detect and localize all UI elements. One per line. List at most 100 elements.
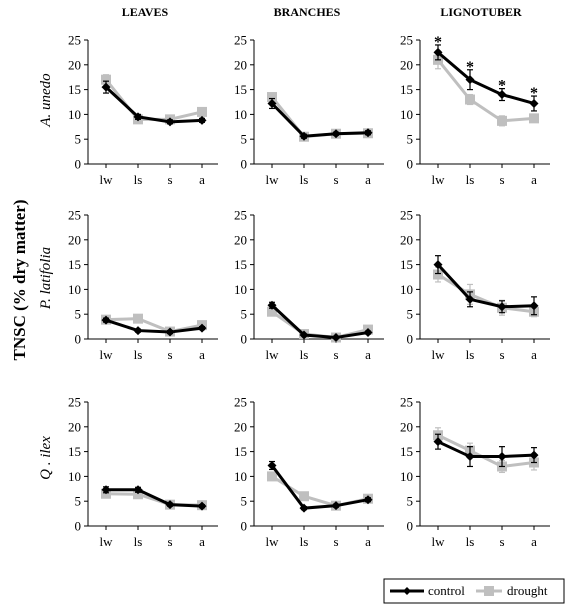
panel-q-ilex-lignotuber-y-tick-label: 0: [407, 519, 414, 534]
panel-q-ilex-lignotuber-x-tick-label: lw: [432, 534, 446, 549]
panel-p-latifolia-lignotuber-drought-point: [433, 269, 443, 280]
panel-q-ilex-lignotuber-x-tick-label: s: [499, 534, 504, 549]
panel-p-latifolia-lignotuber-x-tick-label: ls: [466, 347, 475, 362]
legend-drought-marker: [484, 586, 494, 596]
panel-a-unedo-branches-control-line: [270, 102, 369, 138]
panel-p-latifolia-lignotuber-x-tick-label: a: [531, 347, 537, 362]
panel-a-unedo-leaves-y-tick-label: 0: [75, 157, 82, 172]
panel-p-latifolia-lignotuber-control-point: [433, 260, 443, 270]
panel-p-latifolia-leaves-control-point: [165, 327, 175, 337]
panel-q-ilex-branches-control-line: [270, 464, 369, 510]
panel-a-unedo-lignotuber-drought-line: [436, 58, 535, 123]
panel-a-unedo-lignotuber-drought-point: [529, 113, 539, 124]
panel-p-latifolia-leaves: 0 5 10 15 20 25 lw ls s a: [68, 208, 218, 362]
panel-a-unedo-lignotuber-significance-marker: *: [530, 85, 538, 102]
panel-a-unedo-lignotuber-y-tick-label: 10: [400, 107, 413, 122]
row-title-q-ilex: Q . ilex: [38, 436, 54, 480]
panel-q-ilex-leaves-drought-line: [105, 492, 203, 507]
panel-a-unedo-branches-y-tick-label: 0: [241, 157, 248, 172]
panel-a-unedo-lignotuber-control-point: [529, 98, 539, 108]
panel-p-latifolia-branches-x-tick-label: ls: [300, 347, 309, 362]
panel-q-ilex-branches-x-tick-label: lw: [266, 534, 280, 549]
panel-q-ilex-leaves: 0 5 10 15 20 25 lw ls s a: [68, 395, 218, 549]
panel-a-unedo-branches: 0 5 10 15 20 25 lw ls s a: [234, 33, 384, 187]
panel-p-latifolia-leaves-control-line: [105, 318, 203, 334]
panel-a-unedo-leaves: 0 5 10 15 20 25 lw ls s a: [68, 33, 218, 187]
panel-a-unedo-lignotuber-drought-point: [497, 115, 507, 126]
panel-q-ilex-leaves-y-tick-label: 25: [68, 395, 81, 410]
panel-a-unedo-branches-x-tick-label: a: [365, 172, 371, 187]
panel-a-unedo-lignotuber-significance-marker: *: [434, 34, 442, 51]
panel-p-latifolia-leaves-drought-line: [105, 317, 203, 334]
panel-a-unedo-leaves-y-tick-label: 5: [75, 132, 82, 147]
panel-a-unedo-lignotuber-control-point: [433, 47, 443, 57]
column-title-lignotuber: LIGNOTUBER: [440, 5, 522, 19]
panel-q-ilex-lignotuber-control-point: [433, 437, 443, 447]
panel-q-ilex-branches-drought-point: [299, 491, 309, 502]
panel-a-unedo-branches-control-point: [267, 98, 277, 108]
panel-q-ilex-lignotuber-control-point: [529, 450, 539, 460]
panel-q-ilex-branches-control-point: [299, 503, 309, 513]
panel-p-latifolia-leaves-x-tick-label: s: [167, 347, 172, 362]
panel-q-ilex-lignotuber-y-tick-label: 20: [400, 419, 413, 434]
legend-control-marker: [403, 587, 411, 595]
panel-q-ilex-leaves-control-point: [165, 500, 175, 510]
panel-a-unedo-lignotuber-y-tick-label: 0: [407, 157, 414, 172]
panels: 0 5 10 15 20 25 lw ls s a 0 5 10 15 20 25 lw ls s a 0 5 10 15 20…: [68, 33, 550, 549]
panel-q-ilex-lignotuber-control-point: [497, 452, 507, 462]
column-title-leaves: LEAVES: [122, 5, 169, 19]
panel-p-latifolia-lignotuber-y-tick-label: 15: [400, 257, 413, 272]
panel-a-unedo-branches-control-point: [299, 131, 309, 141]
panel-q-ilex-branches-y-tick-label: 20: [234, 419, 247, 434]
panel-q-ilex-lignotuber-y-tick-label: 15: [400, 444, 413, 459]
panel-a-unedo-lignotuber-y-tick-label: 5: [407, 132, 414, 147]
row-title-p-latifolia: P. latifolia: [38, 247, 54, 310]
panel-p-latifolia-branches-control-line: [270, 304, 369, 340]
panel-q-ilex-branches-y-tick-label: 0: [241, 519, 248, 534]
panel-q-ilex-branches-drought-point: [267, 471, 277, 482]
panel-q-ilex-leaves-x-tick-label: s: [167, 534, 172, 549]
panel-a-unedo-lignotuber-x-tick-label: a: [531, 172, 537, 187]
panel-p-latifolia-lignotuber-x-tick-label: lw: [432, 347, 446, 362]
panel-p-latifolia-branches-y-tick-label: 20: [234, 232, 247, 247]
panel-a-unedo-leaves-x-tick-label: s: [167, 172, 172, 187]
column-title-branches: BRANCHES: [274, 5, 341, 19]
panel-q-ilex-branches-y-tick-label: 15: [234, 444, 247, 459]
panel-q-ilex-lignotuber-x-tick-label: a: [531, 534, 537, 549]
panel-q-ilex-leaves-control-point: [101, 485, 111, 495]
panel-a-unedo-branches-y-tick-label: 5: [241, 132, 248, 147]
panel-q-ilex-branches-control-point: [363, 495, 373, 505]
panel-p-latifolia-leaves-x-tick-label: ls: [134, 347, 143, 362]
panel-a-unedo-lignotuber-y-tick-label: 20: [400, 57, 413, 72]
panel-p-latifolia-branches-drought-point: [267, 306, 277, 317]
panel-p-latifolia-leaves-control-point: [197, 323, 207, 333]
panel-a-unedo-lignotuber-significance-marker: *: [466, 59, 474, 76]
panel-p-latifolia-leaves-control-point: [101, 315, 111, 325]
panel-a-unedo-branches-y-tick-label: 20: [234, 57, 247, 72]
panel-a-unedo-branches-y-tick-label: 10: [234, 107, 247, 122]
panel-p-latifolia-branches-control-point: [267, 300, 277, 310]
panel-p-latifolia-branches: 0 5 10 15 20 25 lw ls s a: [234, 208, 384, 362]
panel-q-ilex-leaves-y-tick-label: 15: [68, 444, 81, 459]
panel-a-unedo-lignotuber-control-line: [437, 51, 535, 105]
panel-p-latifolia-leaves-y-tick-label: 0: [75, 332, 82, 347]
panel-a-unedo-leaves-control-point: [165, 117, 175, 127]
panel-p-latifolia-lignotuber-y-tick-label: 20: [400, 232, 413, 247]
panel-a-unedo-leaves-drought-point: [101, 74, 111, 85]
panel-p-latifolia-leaves-y-tick-label: 25: [68, 208, 81, 223]
panel-q-ilex-branches-x-tick-label: a: [365, 534, 371, 549]
panel-a-unedo-leaves-y-tick-label: 15: [68, 82, 81, 97]
panel-q-ilex-branches-y-tick-label: 10: [234, 469, 247, 484]
panel-p-latifolia-lignotuber-y-tick-label: 10: [400, 282, 413, 297]
panel-a-unedo-leaves-y-tick-label: 20: [68, 57, 81, 72]
panel-q-ilex-leaves-control-point: [197, 501, 207, 511]
panel-p-latifolia-branches-control-point: [363, 328, 373, 338]
panel-a-unedo-branches-control-point: [363, 128, 373, 138]
panel-q-ilex-branches-control-point: [331, 501, 341, 511]
panel-p-latifolia-lignotuber-drought-line: [437, 273, 535, 314]
panel-p-latifolia-branches-y-tick-label: 25: [234, 208, 247, 223]
panel-p-latifolia-lignotuber: 0 5 10 15 20 25 lw ls s a: [400, 208, 550, 362]
panel-a-unedo-leaves-control-line: [104, 86, 203, 124]
legend-drought-label: drought: [507, 583, 548, 598]
